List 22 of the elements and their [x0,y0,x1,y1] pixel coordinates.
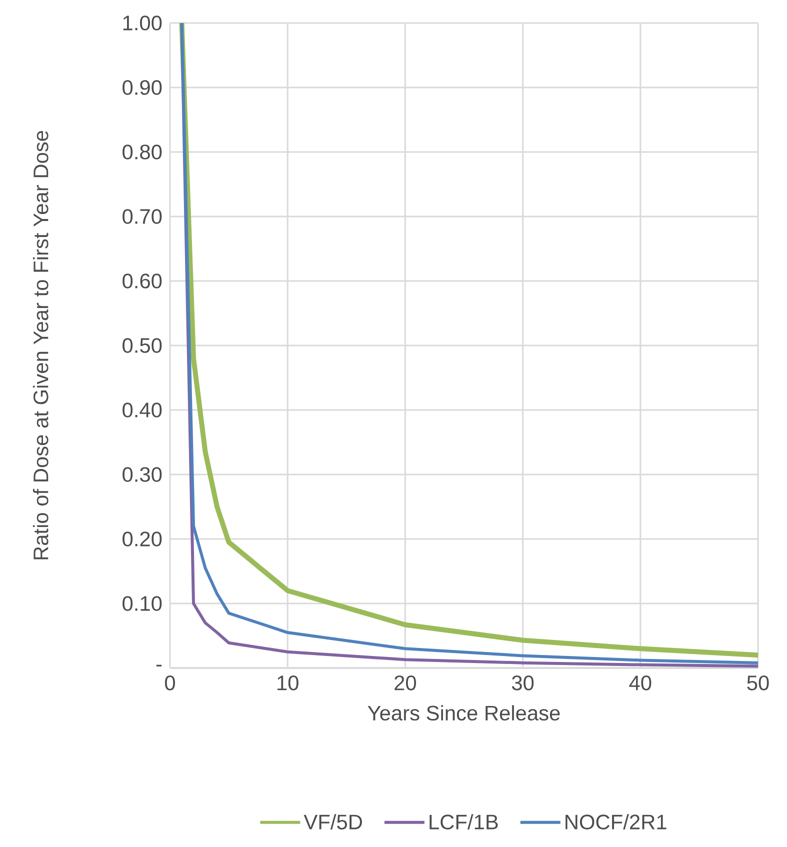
x-tick-label: 30 [512,676,534,690]
y-tick-label: 0.30 [122,467,162,482]
y-tick-label: 0.90 [122,80,162,95]
legend-label: VF/5D [304,814,362,830]
legend-label: LCF/1B [430,814,498,830]
legend-label: NOCF/2R1 [566,814,666,830]
y-tick-label: 1.00 [123,16,162,30]
y-tick-label: 0.10 [122,596,162,611]
y-tick-label: 0.70 [122,209,162,224]
x-tick-label: 10 [278,676,298,690]
x-tick-label: 40 [629,676,652,690]
x-tick-label: 50 [747,676,769,690]
x-tick-label: 20 [394,676,416,690]
y-axis-title: Ratio of Dose at Given Year to First Year Dose [32,130,48,560]
y-tick-label: 0.40 [122,402,162,418]
y-tick-label: 0.20 [122,532,162,546]
x-tick-label: 0 [164,676,175,690]
x-axis-title: Years Since Release [368,705,560,721]
y-tick-label: 0.60 [122,274,162,288]
y-tick-label: 0.80 [122,144,162,160]
y-tick-label: - [156,664,162,666]
y-tick-label: 0.50 [122,338,162,353]
